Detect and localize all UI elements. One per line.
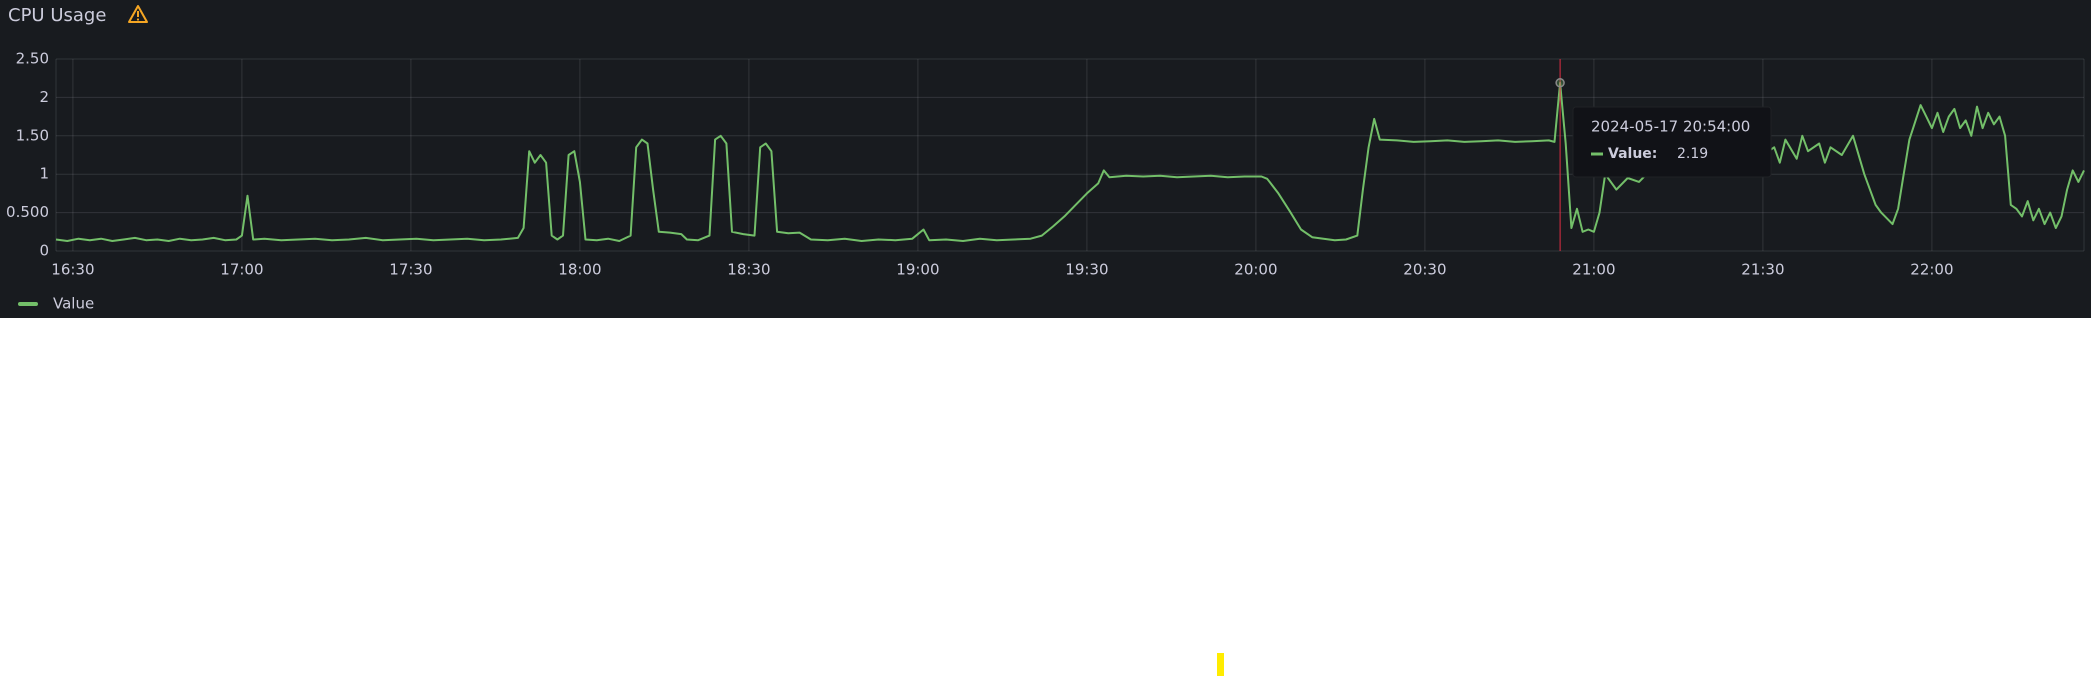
x-tick-label: 19:30 — [1065, 261, 1108, 279]
x-tick-label: 20:00 — [1234, 261, 1277, 279]
plot: 0 0.500 1 1.50 2 2.50 16:30 17:00 17:30 18:00 18:3… — [6, 50, 2085, 313]
y-tick-label: 2.50 — [16, 50, 49, 68]
y-tick-label: 0 — [39, 242, 49, 260]
x-tick-label: 17:00 — [220, 261, 263, 279]
panel-title: CPU Usage — [8, 5, 106, 26]
cursor-marker — [1217, 653, 1224, 676]
y-tick-label: 1.50 — [16, 126, 49, 144]
x-tick-label: 18:30 — [727, 261, 770, 279]
tooltip-label: Value: — [1608, 146, 1657, 162]
series-line — [55, 81, 2085, 242]
y-tick-label: 0.500 — [6, 203, 49, 221]
tooltip: 2024-05-17 20:54:00 Value: 2.19 — [1572, 106, 1772, 178]
x-tick-label: 20:30 — [1403, 261, 1446, 279]
x-tick-label: 17:30 — [389, 261, 432, 279]
tooltip-value: 2.19 — [1677, 146, 1708, 162]
x-tick-label: 16:30 — [51, 261, 94, 279]
legend-label[interactable]: Value — [53, 295, 94, 313]
tooltip-title: 2024-05-17 20:54:00 — [1591, 118, 1750, 136]
hover-point — [1555, 78, 1565, 88]
x-tick-label: 19:00 — [896, 261, 939, 279]
y-tick-label: 2 — [39, 88, 49, 106]
tooltip-box — [1572, 106, 1772, 178]
x-tick-label: 18:00 — [558, 261, 601, 279]
x-tick-label: 21:30 — [1741, 261, 1784, 279]
y-tick-label: 1 — [39, 165, 49, 183]
warning-icon[interactable] — [128, 5, 148, 23]
x-tick-label: 21:00 — [1572, 261, 1615, 279]
x-tick-label: 22:00 — [1910, 261, 1953, 279]
